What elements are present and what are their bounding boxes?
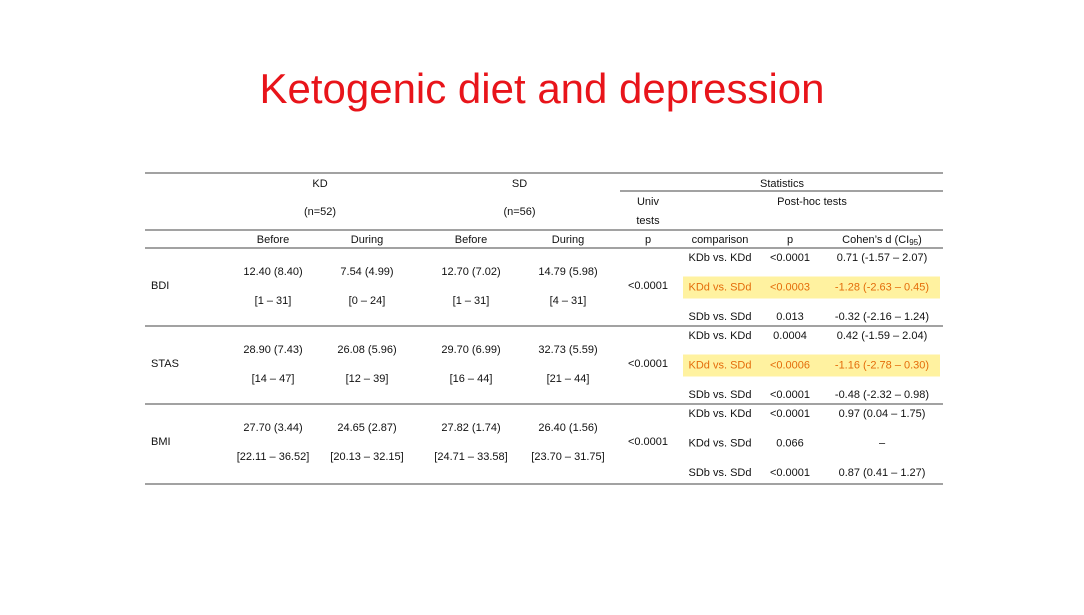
cell-text: 7.54 (4.99) (340, 266, 393, 278)
cell-text: KDb vs. KDd (689, 330, 752, 342)
cell-text: STAS (151, 358, 179, 370)
cell-text: (n=56) (503, 206, 535, 218)
cell-text: p (787, 234, 793, 246)
cell-text: During (552, 234, 584, 246)
cell-text: KDd vs. SDd (689, 359, 752, 371)
cohen-header: Cohen’s d (CI95) (842, 234, 922, 247)
cell-text: [22.11 – 36.52] (237, 451, 310, 463)
cell-text: Post-hoc tests (777, 196, 847, 208)
highlight (683, 276, 940, 299)
cell-text: [4 – 31] (550, 295, 587, 307)
cell-text: 0.87 (0.41 – 1.27) (839, 467, 926, 479)
cell-text: KDb vs. KDd (689, 252, 752, 264)
cell-text: 26.08 (5.96) (337, 344, 396, 356)
cell-text: 12.40 (8.40) (243, 266, 302, 278)
cell-text: [0 – 24] (349, 295, 386, 307)
cell-text: [14 – 47] (252, 373, 295, 385)
cell-text: [24.71 – 33.58] (434, 451, 507, 463)
cell-text: [16 – 44] (450, 373, 493, 385)
cell-text: 27.70 (3.44) (243, 422, 302, 434)
cell-text: 0.066 (776, 437, 804, 449)
cell-text: 0.0004 (773, 330, 807, 342)
cell-text: -1.16 (-2.78 – 0.30) (835, 359, 929, 371)
cohen-end: ) (918, 234, 922, 246)
cell-text: 24.65 (2.87) (337, 422, 396, 434)
highlight (683, 354, 940, 377)
cell-text: [1 – 31] (255, 295, 292, 307)
cell-text: 29.70 (6.99) (441, 344, 500, 356)
cell-text: [23.70 – 31.75] (531, 451, 604, 463)
cell-text: p (645, 234, 651, 246)
cell-text: 26.40 (1.56) (538, 422, 597, 434)
cell-text: 0.013 (776, 311, 804, 323)
cell-text: <0.0001 (628, 358, 668, 370)
cell-text: 32.73 (5.59) (538, 344, 597, 356)
slide-title: Ketogenic diet and depression (259, 65, 824, 112)
cell-text: SD (512, 178, 527, 190)
cell-text: comparison (692, 234, 749, 246)
cell-text: -0.48 (-2.32 – 0.98) (835, 389, 929, 401)
cell-text: [20.13 – 32.15] (330, 451, 403, 463)
cell-text: <0.0001 (628, 280, 668, 292)
cell-text: <0.0001 (770, 252, 810, 264)
cell-text: SDb vs. SDd (689, 311, 752, 323)
cell-text: -0.32 (-2.16 – 1.24) (835, 311, 929, 323)
cell-text: SDb vs. SDd (689, 389, 752, 401)
cell-text: [21 – 44] (547, 373, 590, 385)
cell-text: SDb vs. SDd (689, 467, 752, 479)
cell-text: KDd vs. SDd (689, 281, 752, 293)
cell-text: 28.90 (7.43) (243, 344, 302, 356)
cell-text: 14.79 (5.98) (538, 266, 597, 278)
cell-text: <0.0001 (770, 467, 810, 479)
cell-text: 12.70 (7.02) (441, 266, 500, 278)
cell-text: KDd vs. SDd (689, 437, 752, 449)
cell-text: tests (636, 215, 660, 227)
cell-text: 0.97 (0.04 – 1.75) (839, 408, 926, 420)
cell-text: Univ (637, 196, 660, 208)
cell-text: [12 – 39] (346, 373, 389, 385)
cell-text: During (351, 234, 383, 246)
cell-text: Before (257, 234, 289, 246)
cell-text: <0.0001 (770, 408, 810, 420)
cell-text: Statistics (760, 178, 805, 190)
cell-text: <0.0003 (770, 281, 810, 293)
cohen-sub: 95 (909, 238, 918, 247)
cell-text: KDb vs. KDd (689, 408, 752, 420)
cell-text: 27.82 (1.74) (441, 422, 500, 434)
cell-text: <0.0001 (770, 389, 810, 401)
cell-text: BMI (151, 436, 171, 448)
cell-text: Before (455, 234, 487, 246)
cell-text: 0.71 (-1.57 – 2.07) (837, 252, 928, 264)
cohen-text: Cohen’s d (CI (842, 234, 909, 246)
cell-text: 0.42 (-1.59 – 2.04) (837, 330, 928, 342)
cell-text: -1.28 (-2.63 – 0.45) (835, 281, 929, 293)
cell-text: BDI (151, 280, 169, 292)
cell-text: KD (312, 178, 327, 190)
cell-text: <0.0006 (770, 359, 810, 371)
cell-text: [1 – 31] (453, 295, 490, 307)
cell-text: – (879, 437, 886, 449)
cell-text: <0.0001 (628, 436, 668, 448)
cell-text: (n=52) (304, 206, 336, 218)
